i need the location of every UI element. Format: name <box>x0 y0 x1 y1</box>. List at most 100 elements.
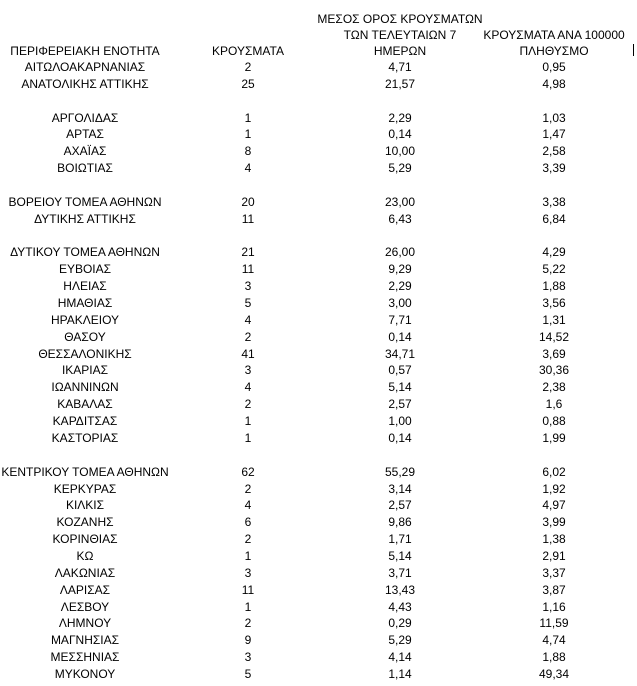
number-cell: 3,00 <box>388 296 412 311</box>
number-cell: 0,57 <box>388 363 412 378</box>
region-cell: ΒΟΡΕΙΟΥ ΤΟΜΕΑ ΑΘΗΝΩΝ <box>8 194 162 209</box>
number-cell: 11 <box>241 262 255 277</box>
number-cell: 7,71 <box>388 312 412 327</box>
number-cell: 3,38 <box>542 194 566 209</box>
number-cell: 6,43 <box>388 211 412 226</box>
number-cell: 1,6 <box>545 397 563 412</box>
number-cell: 1,00 <box>388 414 412 429</box>
number-cell: 5,22 <box>542 262 566 277</box>
region-cell: ΚΑΡΔΙΤΣΑΣ <box>52 414 118 429</box>
number-cell: 5,29 <box>388 633 412 648</box>
number-cell: 34,71 <box>384 346 416 361</box>
region-cell: ΑΡΤΑΣ <box>66 127 104 142</box>
number-cell: 62 <box>241 464 255 479</box>
number-cell: 2 <box>244 481 252 496</box>
number-cell: 1,71 <box>388 532 412 547</box>
number-cell: 2,57 <box>388 397 412 412</box>
number-cell: 1 <box>244 127 252 142</box>
number-cell: 30,36 <box>538 363 570 378</box>
region-cell: ΚΟΖΑΝΗΣ <box>56 515 114 530</box>
region-cell: ΜΕΣΣΗΝΙΑΣ <box>50 650 120 665</box>
number-cell: 1 <box>244 599 252 614</box>
region-cell: ΒΟΙΩΤΙΑΣ <box>57 161 113 176</box>
number-cell: 2,58 <box>542 144 566 159</box>
number-cell: 3,87 <box>542 582 566 597</box>
number-cell: 55,29 <box>384 464 416 479</box>
number-cell: 1 <box>244 110 252 125</box>
number-cell: 3 <box>244 650 252 665</box>
header-cell: ΤΩΝ ΤΕΛΕΥΤΑΙΩΝ 7 <box>343 28 457 42</box>
number-cell: 5 <box>244 296 252 311</box>
number-cell: 2,91 <box>542 548 566 563</box>
number-cell: 4,43 <box>388 599 412 614</box>
number-cell: 11 <box>241 582 255 597</box>
number-cell: 21,57 <box>384 76 416 91</box>
region-cell: ΚΟΡΙΝΘΙΑΣ <box>52 532 118 547</box>
number-cell: 3,39 <box>542 161 566 176</box>
number-cell: 6,02 <box>542 464 566 479</box>
number-cell: 3 <box>244 363 252 378</box>
header-cell: ΠΛΗΘΥΣΜΟ <box>519 44 589 58</box>
number-cell: 2 <box>244 397 252 412</box>
number-cell: 3,14 <box>388 481 412 496</box>
number-cell: 2,29 <box>388 279 412 294</box>
region-cell: ΑΡΓΟΛΙΔΑΣ <box>51 110 119 125</box>
number-cell: 21 <box>241 245 255 260</box>
number-cell: 23,00 <box>384 194 416 209</box>
number-cell: 9 <box>244 633 252 648</box>
number-cell: 8 <box>244 144 252 159</box>
number-cell: 4 <box>244 498 252 513</box>
number-cell: 6,84 <box>542 211 566 226</box>
number-cell: 4 <box>244 312 252 327</box>
number-cell: 1,88 <box>542 279 566 294</box>
number-cell: 2 <box>244 329 252 344</box>
number-cell: 5,14 <box>388 548 412 563</box>
number-cell: 0,29 <box>388 616 412 631</box>
number-cell: 1 <box>244 548 252 563</box>
number-cell: 1 <box>244 414 252 429</box>
number-cell: 25 <box>241 76 255 91</box>
number-cell: 1,14 <box>388 666 412 681</box>
region-cell: ΗΛΕΙΑΣ <box>63 279 107 294</box>
region-cell: ΕΥΒΟΙΑΣ <box>58 262 112 277</box>
region-cell: ΔΥΤΙΚΟΥ ΤΟΜΕΑ ΑΘΗΝΩΝ <box>10 245 160 260</box>
region-cell: ΑΧΑΪΑΣ <box>63 144 107 159</box>
region-cell: ΘΑΣΟΥ <box>64 329 106 344</box>
number-cell: 11,59 <box>539 616 569 631</box>
region-cell: ΙΩΑΝΝΙΝΩΝ <box>51 380 119 395</box>
region-cell: ΚΩ <box>76 548 94 563</box>
region-cell: ΔΥΤΙΚΗΣ ΑΤΤΙΚΗΣ <box>34 211 136 226</box>
number-cell: 5 <box>244 666 252 681</box>
number-cell: 2,29 <box>388 110 412 125</box>
region-cell: ΗΜΑΘΙΑΣ <box>57 296 113 311</box>
number-cell: 5,29 <box>388 161 412 176</box>
number-cell: 3,37 <box>542 565 566 580</box>
number-cell: 10,00 <box>384 144 416 159</box>
number-cell: 0,95 <box>542 60 566 74</box>
number-cell: 14,52 <box>538 329 570 344</box>
number-cell: 3,69 <box>542 346 566 361</box>
number-cell: 1 <box>244 430 252 445</box>
region-cell: ΑΝΑΤΟΛΙΚΗΣ ΑΤΤΙΚΗΣ <box>21 76 149 91</box>
region-cell: ΚΑΒΑΛΑΣ <box>57 397 113 412</box>
header-cell: ΠΕΡΙΦΕΡΕΙΑΚΗ ΕΝΟΤΗΤΑ <box>10 44 160 58</box>
number-cell: 3,99 <box>542 515 566 530</box>
number-cell: 6 <box>244 515 252 530</box>
number-cell: 5,14 <box>388 380 412 395</box>
region-cell: ΙΚΑΡΙΑΣ <box>61 363 109 378</box>
number-cell: 1,03 <box>542 110 566 125</box>
number-cell: 2 <box>244 60 252 74</box>
number-cell: 4 <box>244 380 252 395</box>
header-cell: ΜΕΣΟΣ ΟΡΟΣ ΚΡΟΥΣΜΑΤΩΝ <box>317 12 483 26</box>
number-cell: 26,00 <box>384 245 416 260</box>
region-cell: ΑΙΤΩΛΟΑΚΑΡΝΑΝΙΑΣ <box>24 60 146 74</box>
number-cell: 4,29 <box>542 245 566 260</box>
number-cell: 4 <box>244 161 252 176</box>
region-cell: ΗΡΑΚΛΕΙΟΥ <box>50 312 120 327</box>
number-cell: 1,31 <box>542 312 566 327</box>
region-cell: ΚΙΛΚΙΣ <box>65 498 105 513</box>
number-cell: 41 <box>241 346 255 361</box>
number-cell: 20 <box>241 194 255 209</box>
region-cell: ΛΑΡΙΣΑΣ <box>59 582 111 597</box>
